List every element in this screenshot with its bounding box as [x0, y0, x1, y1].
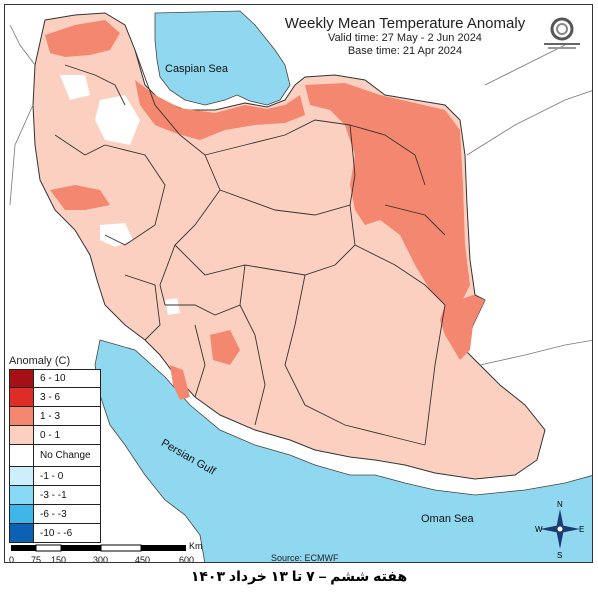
scale-unit: Km — [189, 541, 203, 551]
anomaly-zone-caspian-coast — [135, 80, 305, 140]
legend-label: -10 - -6 — [40, 527, 73, 539]
caspian-label: Caspian Sea — [165, 63, 228, 75]
legend-swatch — [10, 426, 34, 444]
legend-label: -6 - -3 — [40, 508, 67, 520]
nochange-zone-2 — [60, 75, 90, 100]
legend-swatch — [10, 467, 34, 485]
compass-e: E — [579, 525, 584, 534]
nochange-zone-1 — [95, 95, 140, 145]
legend-item: No Change — [9, 445, 101, 467]
neighbor-borders — [9, 24, 592, 366]
legend-label: -3 - -1 — [40, 489, 67, 501]
legend-swatch — [10, 388, 34, 406]
scale-tick-75: 75 — [31, 555, 42, 563]
scale-tick-450: 450 — [135, 555, 151, 563]
anomaly-zone-south — [170, 365, 190, 400]
legend-swatch — [10, 445, 34, 466]
legend-item: 6 - 10 — [9, 369, 101, 388]
nochange-zone-4 — [165, 298, 180, 315]
legend-label: -1 - 0 — [40, 470, 64, 482]
legend-swatch — [10, 370, 34, 387]
legend-item: -1 - 0 — [9, 467, 101, 486]
map-frame: Weekly Mean Temperature Anomaly Valid ti… — [4, 4, 593, 563]
scale-bar: 0 75 150 300 450 600 Km — [9, 541, 209, 563]
anomaly-zone-west — [50, 185, 110, 210]
legend-label: No Change — [40, 450, 91, 461]
persian-gulf — [94, 339, 592, 562]
compass-s: S — [557, 551, 562, 559]
source-label: Source: ECMWF — [271, 553, 339, 563]
legend: Anomaly (C) 6 - 10 3 - 6 1 - 3 0 - 1 No Chan… — [9, 355, 101, 543]
scale-bar-graphic — [11, 544, 186, 552]
legend-item: -6 - -3 — [9, 505, 101, 524]
persian-caption: هفته ششم – ۷ تا ۱۳ خرداد ۱۴۰۳ — [190, 568, 408, 584]
legend-item: -10 - -6 — [9, 524, 101, 543]
legend-swatch — [10, 524, 34, 542]
legend-item: 0 - 1 — [9, 426, 101, 445]
legend-item: 3 - 6 — [9, 388, 101, 407]
scale-tick-300: 300 — [93, 555, 109, 563]
legend-item: -3 - -1 — [9, 486, 101, 505]
province-borders — [54, 49, 446, 446]
compass-n: N — [557, 500, 563, 509]
base-time: Base time: 21 Apr 2024 — [347, 45, 463, 57]
anomaly-zone-center — [210, 330, 240, 365]
legend-swatch — [10, 486, 34, 504]
caspian-sea — [154, 10, 291, 106]
legend-label: 0 - 1 — [40, 429, 61, 441]
anomaly-map — [9, 10, 592, 562]
legend-title: Anomaly (C) — [9, 355, 71, 367]
map-title: Weekly Mean Temperature Anomaly — [284, 15, 526, 32]
scale-tick-600: 600 — [179, 555, 195, 563]
legend-rows: 6 - 10 3 - 6 1 - 3 0 - 1 No Change -1 - 0 -3 -… — [9, 369, 101, 543]
anomaly-zone-east — [440, 295, 485, 360]
compass-icon: N S W E — [535, 500, 584, 559]
legend-label: 6 - 10 — [40, 373, 66, 384]
compass-w: W — [535, 525, 543, 534]
legend-swatch — [10, 407, 34, 425]
nochange-zone-3 — [100, 223, 133, 247]
valid-time: Valid time: 27 May - 2 Jun 2024 — [328, 32, 482, 44]
scale-tick-150: 150 — [51, 555, 67, 563]
oman-sea-label: Oman Sea — [421, 513, 474, 525]
legend-label: 3 - 6 — [40, 391, 61, 403]
scale-tick-0: 0 — [9, 555, 15, 563]
legend-item: 1 - 3 — [9, 407, 101, 426]
anomaly-zone-northeast — [305, 83, 470, 305]
logo-icon — [544, 17, 580, 49]
title-block: Weekly Mean Temperature Anomaly Valid ti… — [255, 15, 555, 58]
legend-label: 1 - 3 — [40, 410, 61, 422]
anomaly-zone-northwest — [45, 20, 120, 57]
legend-swatch — [10, 505, 34, 523]
